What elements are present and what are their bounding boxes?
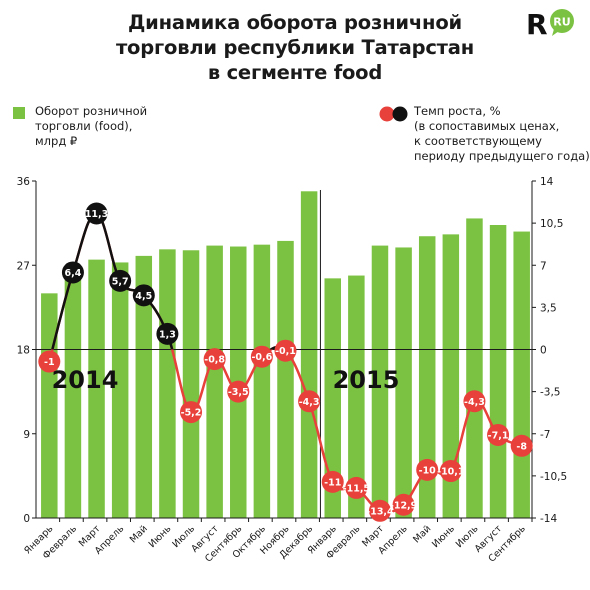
growth-marker-9 xyxy=(227,380,250,403)
growth-label-7: -5,2 xyxy=(181,408,202,419)
growth-marker-19 xyxy=(463,390,486,413)
legend-line-markers xyxy=(379,106,408,122)
bar-19 xyxy=(466,218,483,518)
growth-label-2: 6,4 xyxy=(65,268,82,279)
growth-marker-20 xyxy=(487,423,510,446)
bar-18 xyxy=(442,234,460,518)
bar-21 xyxy=(513,231,530,519)
growth-label-4: 5,7 xyxy=(112,276,129,287)
growth-label-15: -13,4 xyxy=(366,506,394,517)
growth-label-20: -7,1 xyxy=(488,430,509,441)
growth-label-10: -0,6 xyxy=(251,352,272,363)
legend-line-line-3: к соответствующему xyxy=(414,134,542,148)
growth-label-19: -4,3 xyxy=(464,397,485,408)
growth-marker-1 xyxy=(38,350,61,373)
growth-marker-4 xyxy=(109,269,132,292)
legend-line-line-1: Темп роста, % xyxy=(414,104,501,118)
right-tick-label: -7 xyxy=(540,429,550,441)
growth-marker-12 xyxy=(298,390,321,413)
right-tick-label: 10,5 xyxy=(540,218,563,230)
bar-2 xyxy=(64,268,82,518)
legend-bar-line-1: Оборот розничной xyxy=(35,104,148,118)
legend-bar-line-3: млрд ₽ xyxy=(35,134,78,148)
legend-bar-swatch xyxy=(13,107,25,119)
bar-11 xyxy=(277,240,294,518)
bar-1 xyxy=(41,293,58,518)
bar-7 xyxy=(182,250,200,518)
left-tick-label: 9 xyxy=(23,429,30,441)
year-label-2014: 2014 xyxy=(52,366,119,394)
growth-label-5: 4,5 xyxy=(135,291,152,302)
right-tick-label: 0 xyxy=(540,345,547,357)
bar-6 xyxy=(159,249,176,518)
title-line-2: торговли республики Татарстан xyxy=(115,36,475,59)
right-tick-label: 14 xyxy=(540,176,554,188)
left-tick-label: 18 xyxy=(17,345,30,357)
bar-15 xyxy=(371,245,389,518)
growth-marker-10 xyxy=(250,345,273,368)
legend-line-line-4: периоду предыдущего года) xyxy=(414,149,590,163)
rt-logo: R RU xyxy=(526,8,574,38)
growth-label-12: -4,3 xyxy=(299,397,320,408)
growth-label-14: -11,5 xyxy=(343,483,370,494)
title-line-3: в сегменте food xyxy=(207,61,383,84)
title-line-1: Динамика оборота розничной xyxy=(127,11,462,34)
growth-marker-18 xyxy=(439,460,462,483)
bar-14 xyxy=(348,275,365,518)
bar-8 xyxy=(206,245,223,518)
bar-13 xyxy=(324,278,341,518)
legend-line-label: Темп роста, % (в сопоставимых ценах, к с… xyxy=(414,104,590,164)
growth-label-6: 1,3 xyxy=(159,329,176,340)
growth-label-9: -3,5 xyxy=(228,387,249,398)
growth-marker-2 xyxy=(61,261,84,284)
logo-text: RU xyxy=(553,16,570,29)
growth-marker-13 xyxy=(321,470,344,493)
growth-label-1: -1 xyxy=(44,357,55,368)
bar-12 xyxy=(300,191,318,518)
left-tick-label: 27 xyxy=(17,260,30,272)
growth-label-17: -10 xyxy=(419,465,437,476)
growth-marker-5 xyxy=(132,284,155,307)
bar-3 xyxy=(88,259,105,518)
svg-text:R: R xyxy=(526,8,548,38)
bar-17 xyxy=(418,236,436,518)
growth-marker-15 xyxy=(368,499,391,522)
growth-marker-16 xyxy=(392,493,415,516)
left-tick-label: 36 xyxy=(17,176,31,188)
growth-marker-21 xyxy=(510,434,533,457)
bar-4 xyxy=(111,262,129,518)
legend-bar-label: Оборот розничной торговли (food), млрд ₽ xyxy=(35,104,205,149)
right-tick-label: 3,5 xyxy=(540,302,557,314)
growth-marker-7 xyxy=(180,401,203,424)
growth-marker-14 xyxy=(345,476,368,499)
x-tick-label: Июнь xyxy=(430,523,457,550)
growth-label-13: -11 xyxy=(324,477,341,488)
year-label-2015: 2015 xyxy=(333,366,400,394)
right-tick-label: 7 xyxy=(540,260,547,272)
legend-bar-line-2: торговли (food), xyxy=(35,119,133,133)
chart-title: Динамика оборота розничной торговли респ… xyxy=(60,10,530,85)
growth-label-21: -8 xyxy=(516,441,527,452)
bar-20 xyxy=(489,224,507,518)
growth-marker-17 xyxy=(416,458,439,481)
x-tick-label: Июнь xyxy=(147,523,174,550)
right-tick-label: -10,5 xyxy=(540,471,567,483)
right-tick-label: -3,5 xyxy=(540,387,561,399)
growth-label-3: 11,3 xyxy=(85,209,108,220)
growth-marker-6 xyxy=(156,322,179,345)
left-tick-label: 0 xyxy=(23,513,30,525)
growth-label-11: -0,1 xyxy=(275,346,296,357)
bar-16 xyxy=(395,247,412,519)
bar-5 xyxy=(135,255,153,518)
growth-label-8: -0,8 xyxy=(204,355,225,366)
right-tick-label: -14 xyxy=(540,513,557,525)
growth-label-16: -12,9 xyxy=(390,500,417,511)
growth-marker-11 xyxy=(274,339,297,362)
growth-marker-8 xyxy=(203,348,226,371)
bar-10 xyxy=(253,244,271,518)
growth-label-18: -10,1 xyxy=(437,467,464,478)
growth-marker-3 xyxy=(85,202,108,225)
legend-line-line-2: (в сопоставимых ценах, xyxy=(414,119,560,133)
